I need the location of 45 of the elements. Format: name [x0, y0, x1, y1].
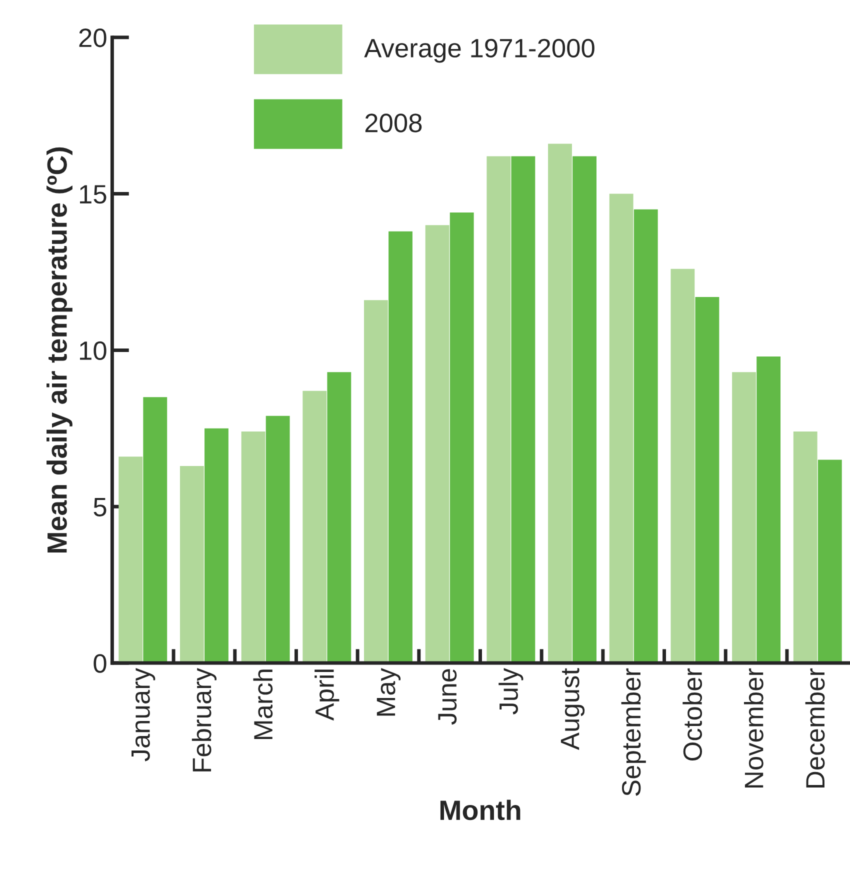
- y-tick-label: 5: [94, 498, 106, 516]
- x-tick-label: March: [253, 670, 273, 740]
- x-tick-label: October: [682, 668, 702, 761]
- bar: [634, 209, 658, 664]
- x-tick-label: June: [438, 669, 457, 725]
- bar: [143, 397, 168, 664]
- y-tick-label: 15: [80, 185, 106, 204]
- x-tick-label: January: [132, 668, 156, 762]
- bar: [388, 231, 412, 664]
- bar: [180, 466, 204, 664]
- legend-label: Average 1971-2000: [364, 38, 594, 63]
- bar: [118, 456, 143, 664]
- bar: [241, 432, 266, 664]
- bar: [425, 225, 450, 664]
- legend-label: 2008: [365, 114, 422, 132]
- x-tick-label: February: [192, 668, 217, 772]
- x-tick-label: November: [744, 668, 764, 788]
- bar: [695, 297, 720, 664]
- y-tick-label: 10: [80, 341, 106, 360]
- bar: [511, 156, 536, 664]
- x-tick-label: September: [621, 668, 646, 796]
- bar: [302, 390, 327, 664]
- bar: [266, 416, 290, 664]
- x-tick-label: July: [498, 668, 524, 714]
- bar: [818, 460, 842, 664]
- bar: [793, 432, 818, 664]
- bar: [670, 268, 695, 664]
- x-tick-label: April: [314, 670, 340, 721]
- x-axis-title: Month: [440, 800, 520, 820]
- bar: [572, 156, 596, 664]
- y-tick-label: 0: [94, 654, 106, 673]
- bar: [486, 156, 511, 664]
- bar: [756, 356, 781, 664]
- bar: [327, 372, 352, 664]
- y-axis-title: Mean daily air temperature (ºC): [46, 147, 72, 553]
- bar: [609, 194, 634, 664]
- bar: [204, 428, 228, 664]
- bar: [732, 372, 756, 664]
- x-tick-label: December: [805, 668, 825, 788]
- y-tick-label: 20: [79, 28, 106, 48]
- bar: [364, 300, 388, 664]
- bar: [548, 144, 572, 664]
- x-tick-label: August: [560, 668, 585, 750]
- x-tick-label: May: [376, 668, 401, 716]
- bar: [450, 212, 474, 664]
